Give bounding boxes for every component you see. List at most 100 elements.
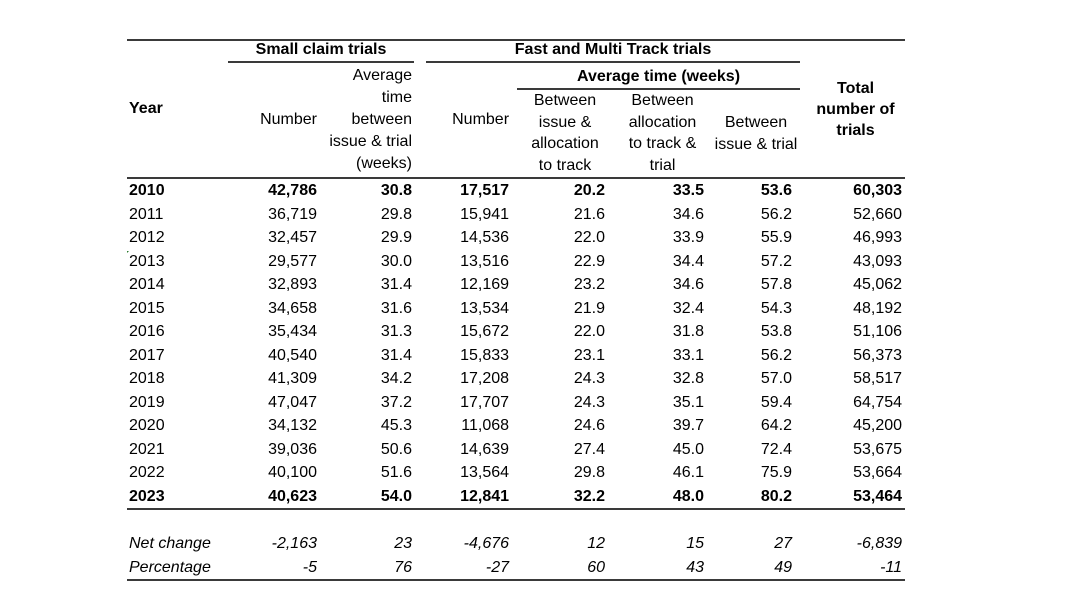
group-label-fast-multi: Fast and Multi Track trials <box>426 41 801 63</box>
summary-value-cell: -27 <box>420 555 518 581</box>
summary-value-cell: 49 <box>712 555 801 581</box>
value-cell: 21.9 <box>573 299 606 317</box>
spacer-row <box>127 509 905 532</box>
table-body: 2010 42,786 30.8 17,517 20.2 33.5 53.6 60,303 20… <box>127 178 906 510</box>
year-cell: 2023 <box>127 484 228 510</box>
value-cell: 40,623 <box>228 484 325 510</box>
value-cell: 75.9 <box>760 464 793 481</box>
value-cell: 56.2 <box>760 346 793 364</box>
value-cell: 34,658 <box>268 299 317 317</box>
group-label-avg-time-weeks: Average time (weeks) <box>517 64 801 90</box>
table-header: Year Small claim trials Fast and Multi T… <box>127 40 906 179</box>
value-cell: 39,036 <box>268 440 317 458</box>
table-row: 2022 40,100 51.6 13,564 29.8 46.1 75.9 53,664 <box>127 461 905 485</box>
value-cell: 17,707 <box>460 393 510 411</box>
value-cell: 48,192 <box>853 299 903 317</box>
value-cell: 34.4 <box>672 252 705 270</box>
summary-value-cell: -11 <box>800 555 906 581</box>
col-header-fm-number: Number <box>420 63 518 179</box>
value-cell: 20.2 <box>573 182 606 199</box>
value-cell: 45.0 <box>672 440 705 458</box>
value-cell: 53.6 <box>760 182 793 199</box>
value-cell: 30.0 <box>380 252 413 270</box>
value-cell: 40,100 <box>268 464 317 481</box>
value-cell: 14,639 <box>460 440 510 458</box>
value-cell: 21.6 <box>573 205 606 223</box>
value-cell: 57.2 <box>760 252 793 270</box>
value-cell: 45,200 <box>853 417 903 434</box>
summary-body: Net change -2,163 23 -4,676 12 15 27 -6,839 Perc… <box>127 509 906 581</box>
value-cell: 34,132 <box>268 417 317 434</box>
value-cell: 33.9 <box>672 229 705 246</box>
value-cell: 15,941 <box>460 205 510 223</box>
table-row: 2021 39,036 50.6 14,639 27.4 45.0 72.4 53,675 <box>127 438 905 462</box>
summary-value-cell: 15 <box>686 535 705 552</box>
value-cell: 46.1 <box>672 464 705 481</box>
value-cell: 32.2 <box>517 484 614 510</box>
value-cell: 50.6 <box>380 440 413 458</box>
col-header-sc-number: Number <box>228 63 325 179</box>
group-header-row: Year Small claim trials Fast and Multi T… <box>127 40 906 179</box>
value-cell: 11,068 <box>461 417 510 434</box>
summary-label-cell: Net change <box>129 535 211 552</box>
col-header-allocation-trial: Between allocation to track & trial <box>613 90 713 179</box>
value-cell: 37.2 <box>380 393 413 411</box>
year-cell: 2018 <box>129 370 165 387</box>
value-cell: 31.4 <box>380 346 413 364</box>
value-cell: 13,564 <box>460 464 510 481</box>
summary-value-cell: 76 <box>325 555 421 581</box>
value-cell: 31.3 <box>380 323 413 340</box>
group-label-small-claim: Small claim trials <box>228 41 415 63</box>
value-cell: 53,664 <box>853 464 903 481</box>
value-cell: 31.6 <box>380 299 413 317</box>
value-cell: 29,577 <box>268 252 317 270</box>
value-cell: 64,754 <box>853 393 903 411</box>
value-cell: 30.8 <box>380 182 413 199</box>
value-cell: 41,309 <box>268 370 317 387</box>
value-cell: 29.8 <box>380 205 413 223</box>
summary-value-cell: -4,676 <box>463 535 510 552</box>
summary-value-cell: 43 <box>613 555 713 581</box>
year-cell: 2012 <box>129 229 165 246</box>
summary-value-cell: 60 <box>517 555 614 581</box>
value-cell: 13,534 <box>460 299 510 317</box>
value-cell: 15,833 <box>460 346 510 364</box>
year-cell: 2014 <box>129 276 165 293</box>
spacer-cell <box>127 509 905 532</box>
value-cell: 32.8 <box>672 370 705 387</box>
value-cell: 22.9 <box>573 252 606 270</box>
summary-row: Net change -2,163 23 -4,676 12 15 27 -6,839 <box>127 532 905 556</box>
table-row: 2023 40,623 54.0 12,841 32.2 48.0 80.2 53,464 <box>127 484 906 510</box>
value-cell: 48.0 <box>613 484 713 510</box>
col-header-total: Total number of trials <box>800 40 906 179</box>
value-cell: 32,457 <box>268 229 317 246</box>
table-row: 2010 42,786 30.8 17,517 20.2 33.5 53.6 60,303 <box>127 178 905 203</box>
value-cell: 24.3 <box>573 393 606 411</box>
value-cell: 29.8 <box>573 464 606 481</box>
year-cell: 2021 <box>129 440 165 458</box>
value-cell: 15,672 <box>460 323 510 340</box>
year-cell: 2010 <box>129 182 165 199</box>
value-cell: 12,169 <box>460 276 510 293</box>
value-cell: 22.0 <box>573 323 606 340</box>
value-cell: 59.4 <box>760 393 793 411</box>
table-row: 2015 34,658 31.6 13,534 21.9 32.4 54.3 48,192 <box>127 297 905 321</box>
table-row: 2012 32,457 29.9 14,536 22.0 33.9 55.9 46,993 <box>127 226 905 250</box>
value-cell: 42,786 <box>268 182 317 199</box>
col-header-issue-allocation: Between issue & allocation to track <box>517 90 614 179</box>
table-row: 2014 32,893 31.4 12,169 23.2 34.6 57.8 45,062 <box>127 273 905 297</box>
value-cell: 36,719 <box>268 205 317 223</box>
group-header-avg-time-weeks: Average time (weeks) <box>517 63 801 90</box>
summary-row: Percentage -5 76 -27 60 43 49 -11 <box>127 555 906 581</box>
year-cell: 2017 <box>129 346 165 364</box>
value-cell: 57.8 <box>760 276 793 293</box>
value-cell: 51.6 <box>380 464 413 481</box>
value-cell: 23.1 <box>573 346 606 364</box>
value-cell: 32.4 <box>672 299 705 317</box>
value-cell: 53.8 <box>760 323 793 340</box>
value-cell: 22.0 <box>573 229 606 246</box>
value-cell: 54.0 <box>325 484 421 510</box>
value-cell: 46,993 <box>853 229 903 246</box>
value-cell: 57.0 <box>760 370 793 387</box>
